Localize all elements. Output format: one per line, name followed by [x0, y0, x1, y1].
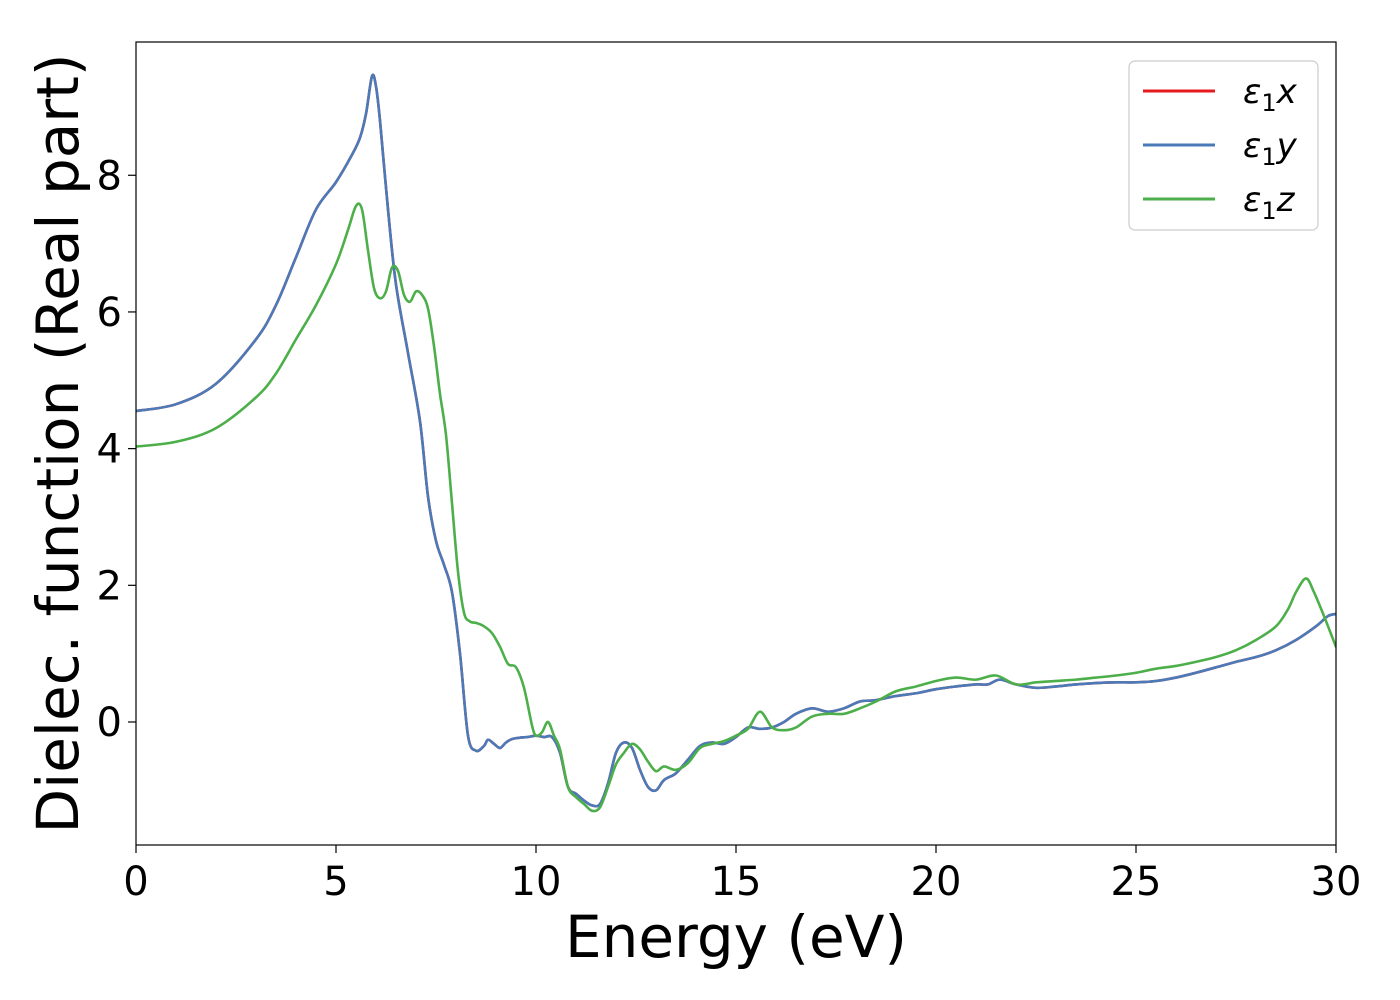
legend-entry-z: ε1z	[1143, 180, 1296, 225]
legend-label: ε1z	[1243, 180, 1296, 225]
plot-area-frame	[135, 41, 1337, 846]
y-tick-label: 4	[97, 427, 122, 473]
x-axis-ticks: 0 5 10 15 20 25 30	[123, 845, 1361, 905]
x-axis-label: Energy (eV)	[565, 903, 907, 971]
x-tick-label: 30	[1311, 859, 1362, 905]
legend-label: ε1x	[1243, 72, 1298, 117]
y-tick-label: 2	[97, 563, 122, 609]
x-tick-label: 0	[123, 859, 148, 905]
legend-label: ε1y	[1243, 126, 1298, 171]
legend-entry-x: ε1x	[1143, 72, 1298, 117]
y-axis-ticks: 0 2 4 6 8	[97, 153, 136, 746]
x-tick-label: 20	[911, 859, 962, 905]
x-tick-label: 25	[1111, 859, 1162, 905]
x-tick-label: 10	[511, 859, 562, 905]
x-tick-label: 5	[323, 859, 348, 905]
legend-items: ε1x ε1y ε1z	[1143, 72, 1298, 225]
legend-box	[1128, 60, 1319, 231]
x-tick-label: 15	[711, 859, 762, 905]
series-line-y	[136, 73, 1336, 808]
y-tick-label: 0	[97, 700, 122, 746]
series-line-z	[136, 202, 1336, 813]
y-axis-label: Dielec. function (Real part)	[24, 53, 92, 833]
y-tick-label: 6	[97, 290, 122, 336]
legend-entry-y: ε1y	[1143, 126, 1298, 171]
y-tick-label: 8	[97, 153, 122, 199]
legend: ε1x ε1y ε1z	[1128, 60, 1319, 231]
series-layer	[136, 73, 1336, 813]
